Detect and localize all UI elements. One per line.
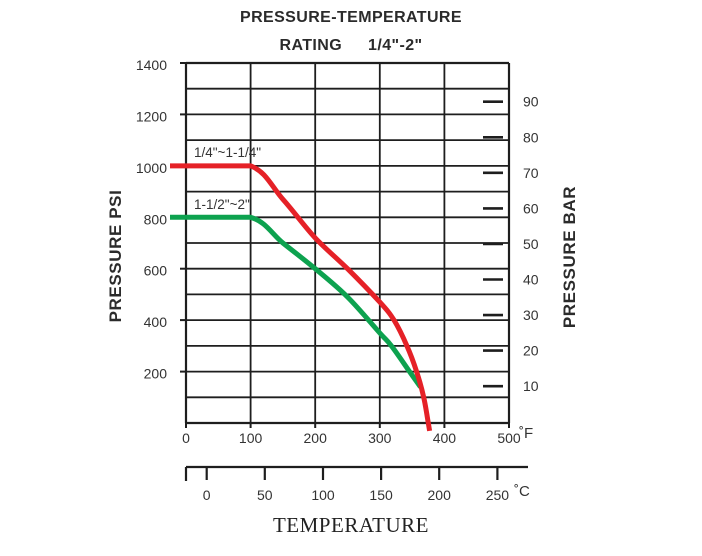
- left-tick-label-800: 800: [144, 211, 168, 227]
- left-tick-label-1000: 1000: [136, 160, 167, 176]
- f-tick-label-400: 400: [433, 430, 457, 446]
- f-tick-label-500: 500: [497, 430, 521, 446]
- c-tick-label-100: 100: [311, 487, 335, 503]
- bar-tick-label-30: 30: [523, 307, 539, 323]
- c-tick-label-200: 200: [428, 487, 452, 503]
- left-tick-label-600: 600: [144, 263, 168, 279]
- left-tick-label-1400: 1400: [136, 57, 167, 73]
- f-tick-label-100: 100: [239, 430, 263, 446]
- bar-tick-label-10: 10: [523, 378, 539, 394]
- c-tick-label-50: 50: [257, 487, 273, 503]
- x-axis-title: TEMPERATURE: [272, 513, 429, 537]
- bar-tick-label-80: 80: [523, 129, 539, 145]
- curve-1-1-2-to-2: [170, 214, 423, 389]
- c-tick-label-250: 250: [486, 487, 510, 503]
- left-tick-label-200: 200: [144, 366, 168, 382]
- c-tick-label-150: 150: [369, 487, 393, 503]
- bar-tick-label-40: 40: [523, 272, 539, 288]
- fahrenheit-unit-label: ˚F: [519, 425, 534, 442]
- chart-title-size-range: 1/4"-2": [368, 37, 423, 54]
- left-tick-label-1200: 1200: [136, 108, 167, 124]
- chart-title-line2: RATING 1/4"-2": [0, 37, 702, 55]
- series-label-large-sizes: 1-1/2"~2": [194, 197, 250, 212]
- celsius-unit-label: ˚C: [514, 483, 530, 500]
- curve-1-4-to-1-1-4: [170, 163, 433, 432]
- bar-tick-label-20: 20: [523, 343, 539, 359]
- chart-title-rating-word: RATING: [279, 37, 343, 54]
- bar-tick-label-50: 50: [523, 236, 539, 252]
- series-label-small-sizes: 1/4"~1-1/4": [194, 145, 262, 160]
- bar-tick-label-60: 60: [523, 200, 539, 216]
- c-tick-label-0: 0: [203, 487, 211, 503]
- left-tick-label-400: 400: [144, 314, 168, 330]
- bar-tick-label-90: 90: [523, 94, 539, 110]
- chart-title-line1: PRESSURE-TEMPERATURE: [240, 9, 462, 26]
- f-tick-label-200: 200: [304, 430, 328, 446]
- f-tick-label-0: 0: [182, 430, 190, 446]
- bar-tick-label-70: 70: [523, 165, 539, 181]
- f-tick-label-300: 300: [368, 430, 392, 446]
